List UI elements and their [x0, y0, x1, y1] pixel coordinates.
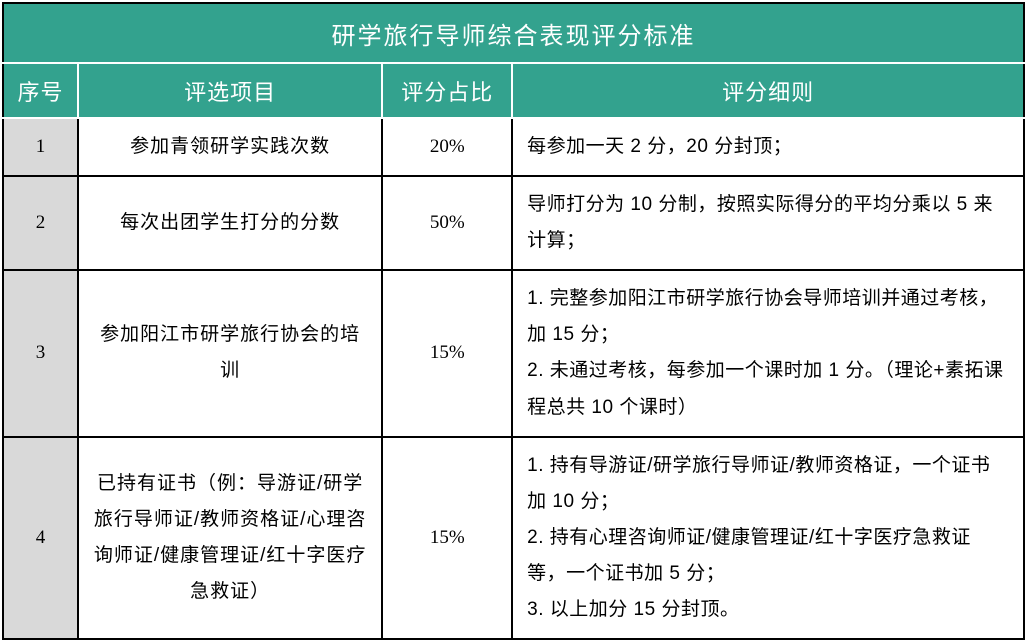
- table-title-row: 研学旅行导师综合表现评分标准: [3, 3, 1024, 63]
- table-title: 研学旅行导师综合表现评分标准: [3, 3, 1024, 63]
- table-header-row: 序号 评选项目 评分占比 评分细则: [3, 63, 1024, 118]
- detail-line: 2. 未通过考核，每参加一个课时加 1 分。（理论+素拓课程总共 10 个课时）: [527, 353, 1009, 425]
- cell-detail: 每参加一天 2 分，20 分封顶；: [512, 118, 1024, 176]
- header-seq: 序号: [3, 63, 78, 118]
- cell-detail: 1. 完整参加阳江市研学旅行协会导师培训并通过考核，加 15 分；2. 未通过考…: [512, 270, 1024, 436]
- cell-seq: 4: [3, 437, 78, 639]
- cell-seq: 3: [3, 270, 78, 436]
- table-row: 3参加阳江市研学旅行协会的培训15%1. 完整参加阳江市研学旅行协会导师培训并通…: [3, 270, 1024, 436]
- detail-line: 1. 持有导游证/研学旅行导师证/教师资格证，一个证书加 10 分；: [527, 448, 1009, 520]
- header-item: 评选项目: [78, 63, 382, 118]
- cell-weight: 15%: [382, 270, 512, 436]
- cell-weight: 20%: [382, 118, 512, 176]
- table-row: 1参加青领研学实践次数20% 每参加一天 2 分，20 分封顶；: [3, 118, 1024, 176]
- detail-line: 1. 完整参加阳江市研学旅行协会导师培训并通过考核，加 15 分；: [527, 281, 1009, 353]
- table-row: 4已持有证书（例：导游证/研学旅行导师证/教师资格证/心理咨询师证/健康管理证/…: [3, 437, 1024, 639]
- detail-line: 导师打分为 10 分制，按照实际得分的平均分乘以 5 来计算；: [527, 187, 1009, 259]
- table-row: 2每次出团学生打分的分数50%导师打分为 10 分制，按照实际得分的平均分乘以 …: [3, 176, 1024, 270]
- scoring-table: 研学旅行导师综合表现评分标准 序号 评选项目 评分占比 评分细则 1参加青领研学…: [2, 2, 1025, 640]
- cell-weight: 15%: [382, 437, 512, 639]
- header-weight: 评分占比: [382, 63, 512, 118]
- detail-line: 每参加一天 2 分，20 分封顶；: [527, 129, 1009, 165]
- cell-item: 参加阳江市研学旅行协会的培训: [78, 270, 382, 436]
- cell-item: 已持有证书（例：导游证/研学旅行导师证/教师资格证/心理咨询师证/健康管理证/红…: [78, 437, 382, 639]
- detail-line: 3. 以上加分 15 分封顶。: [527, 592, 1009, 628]
- header-detail: 评分细则: [512, 63, 1024, 118]
- cell-item: 参加青领研学实践次数: [78, 118, 382, 176]
- cell-detail: 导师打分为 10 分制，按照实际得分的平均分乘以 5 来计算；: [512, 176, 1024, 270]
- cell-weight: 50%: [382, 176, 512, 270]
- cell-detail: 1. 持有导游证/研学旅行导师证/教师资格证，一个证书加 10 分；2. 持有心…: [512, 437, 1024, 639]
- cell-seq: 2: [3, 176, 78, 270]
- cell-seq: 1: [3, 118, 78, 176]
- cell-item: 每次出团学生打分的分数: [78, 176, 382, 270]
- detail-line: 2. 持有心理咨询师证/健康管理证/红十字医疗急救证等，一个证书加 5 分；: [527, 520, 1009, 592]
